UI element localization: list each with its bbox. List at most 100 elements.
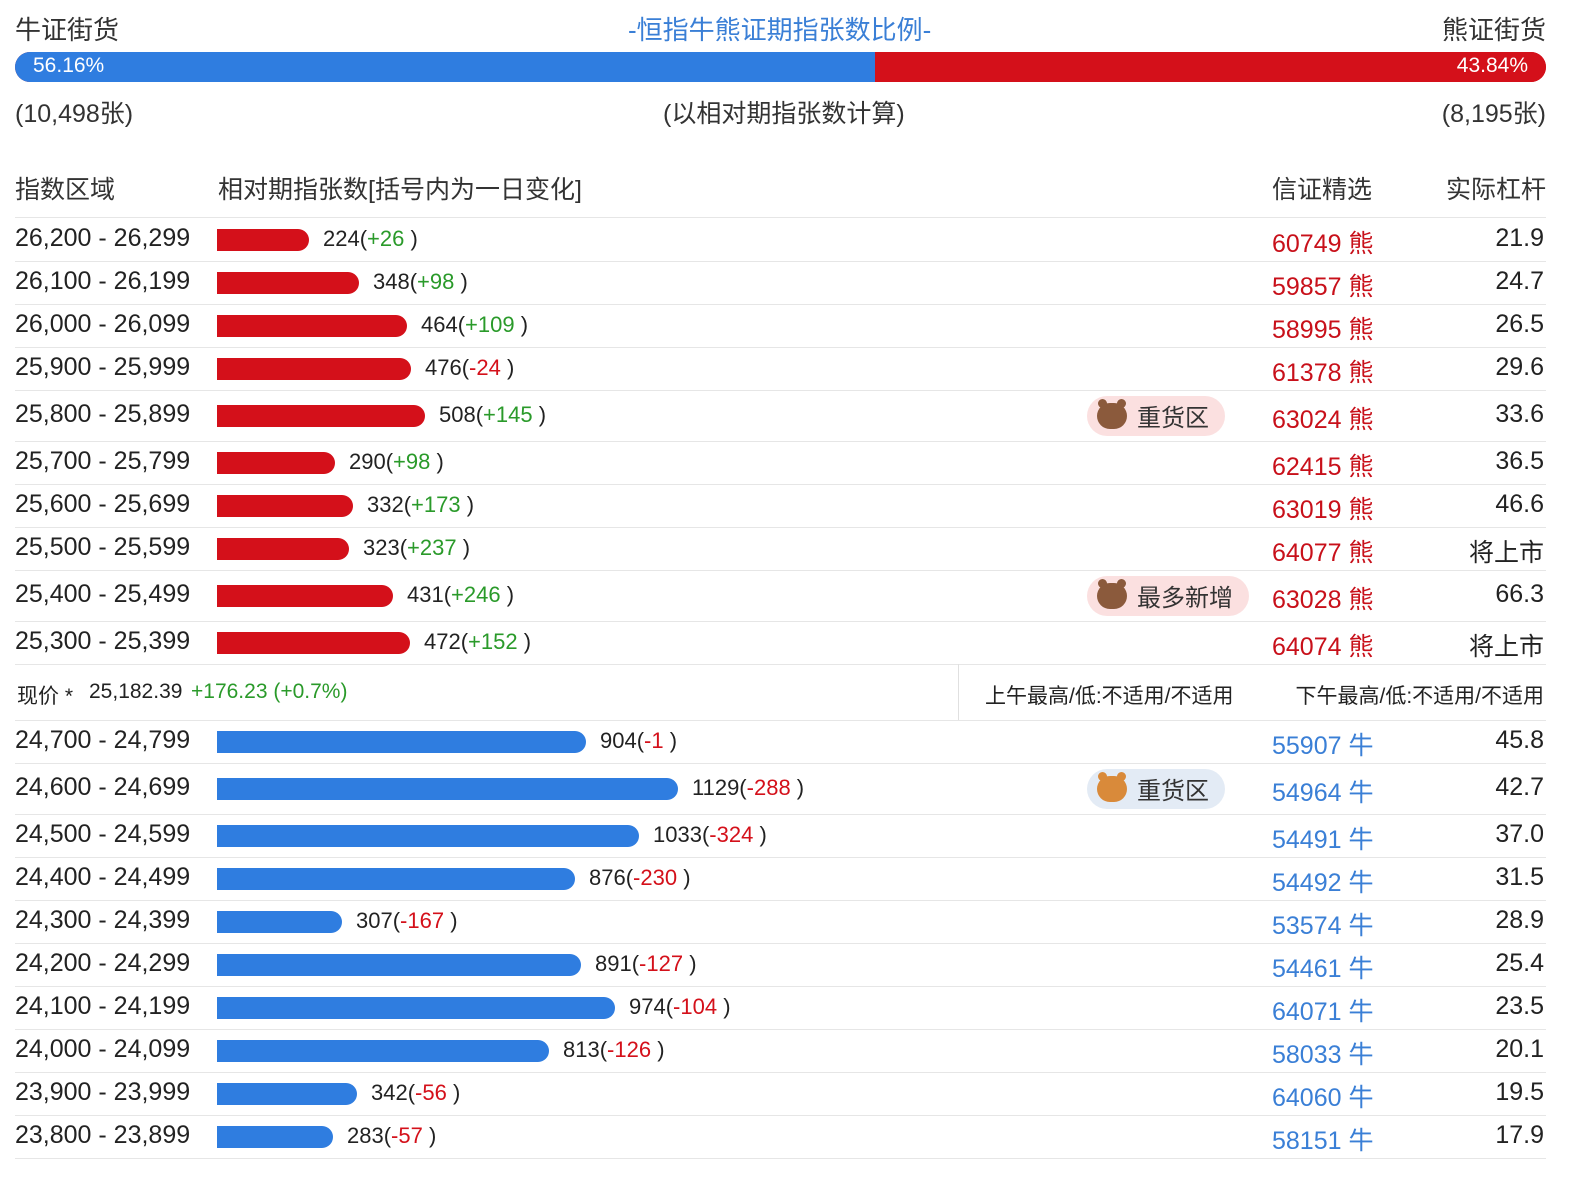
badge-label: 重货区 [1137, 405, 1209, 432]
count-text: 342(-56 ) [371, 1080, 460, 1106]
warrant-code-link[interactable]: 64074 熊 [1272, 632, 1374, 661]
table-row: 25,400 - 25,499 431(+246 ) 最多新增 63028 熊 66.3 [15, 570, 1546, 622]
range-label: 25,700 - 25,799 [15, 446, 191, 475]
table-row: 24,100 - 24,199 974(-104 ) 64071 牛 23.5 [15, 986, 1546, 1030]
count-value: 813( [563, 1036, 608, 1062]
close-paren: ) [663, 727, 678, 753]
table-row: 25,700 - 25,799 290(+98 ) 62415 熊 36.5 [15, 441, 1546, 485]
change-value: -126 [607, 1036, 652, 1062]
close-paren: ) [753, 821, 767, 847]
warrant-code-link[interactable]: 63028 熊 [1272, 585, 1374, 614]
leverage-value: 28.9 [1495, 905, 1544, 934]
leverage-value: 将上市 [1468, 538, 1544, 567]
warrant-code-link[interactable]: 64071 牛 [1272, 997, 1374, 1026]
leverage-value: 31.5 [1495, 862, 1544, 891]
leverage-value: 42.7 [1495, 772, 1544, 801]
bear-title: 熊证街货 [1441, 15, 1546, 45]
bull-count-bar [217, 824, 639, 847]
leverage-value: 17.9 [1495, 1120, 1544, 1149]
col-leverage: 实际杠杆 [1445, 176, 1546, 204]
count-text: 332(+173 ) [367, 492, 474, 518]
leverage-value: 37.0 [1495, 819, 1544, 848]
change-value: -104 [673, 993, 718, 1019]
warrant-code-link[interactable]: 63024 熊 [1272, 405, 1374, 434]
range-label: 23,900 - 23,999 [15, 1077, 191, 1106]
change-value: +109 [465, 311, 515, 337]
close-paren: ) [454, 268, 468, 294]
range-label: 26,200 - 26,299 [15, 223, 191, 252]
warrant-code-link[interactable]: 54964 牛 [1272, 778, 1374, 807]
bear-pct: 43.84% [1456, 54, 1528, 77]
close-paren: ) [430, 448, 444, 474]
change-value: -167 [400, 907, 445, 933]
warrant-code-link[interactable]: 64077 熊 [1272, 538, 1374, 567]
count-value: 464( [421, 311, 466, 337]
table-row: 24,700 - 24,799 904(-1 ) 55907 牛 45.8 [15, 720, 1546, 764]
range-label: 24,100 - 24,199 [15, 991, 191, 1020]
count-value: 307( [356, 907, 401, 933]
change-value: +145 [483, 401, 533, 427]
leverage-value: 45.8 [1495, 725, 1544, 754]
close-paren: ) [532, 401, 547, 427]
warrant-code-link[interactable]: 64060 牛 [1272, 1083, 1374, 1112]
hotspot-badge: 重货区 [1087, 395, 1225, 436]
leverage-value: 23.5 [1495, 991, 1544, 1020]
range-label: 25,600 - 25,699 [15, 489, 191, 518]
col-count: 相对期指张数[括号内为一日变化] [218, 170, 582, 206]
bear-count-bar [217, 404, 425, 427]
bear-icon [1097, 398, 1127, 429]
change-value: -288 [746, 774, 791, 800]
change-value: +152 [468, 628, 518, 654]
warrant-code-link[interactable]: 63019 熊 [1272, 495, 1374, 524]
range-label: 25,800 - 25,899 [15, 399, 191, 428]
count-text: 876(-230 ) [589, 865, 691, 891]
count-value: 891( [595, 950, 640, 976]
ratio-note: (以相对期指张数计算) [663, 100, 905, 128]
bull-count-bar [217, 1039, 549, 1062]
table-row: 24,000 - 24,099 813(-126 ) 58033 牛 20.1 [15, 1029, 1546, 1073]
change-value: +246 [451, 581, 501, 607]
warrant-code-link[interactable]: 54491 牛 [1272, 825, 1374, 854]
table-row: 24,300 - 24,399 307(-167 ) 53574 牛 28.9 [15, 900, 1546, 944]
leverage-value: 19.5 [1495, 1077, 1544, 1106]
warrant-code-link[interactable]: 62415 熊 [1272, 452, 1374, 481]
bear-count-bar [217, 314, 407, 337]
count-value: 224( [323, 225, 368, 251]
count-text: 431(+246 ) [407, 582, 514, 608]
change-value: +26 [367, 225, 405, 251]
change-value: -230 [633, 864, 678, 890]
count-value: 323( [363, 534, 408, 560]
close-paren: ) [677, 864, 691, 890]
close-paren: ) [444, 907, 458, 933]
table-row: 24,600 - 24,699 1129(-288 ) 重货区 54964 牛 42.7 [15, 763, 1546, 815]
table-row: 25,900 - 25,999 476(-24 ) 61378 熊 29.6 [15, 347, 1546, 391]
warrant-code-link[interactable]: 55907 牛 [1272, 731, 1374, 760]
warrant-code-link[interactable]: 58995 熊 [1272, 315, 1374, 344]
count-text: 283(-57 ) [347, 1123, 436, 1149]
range-label: 25,300 - 25,399 [15, 626, 191, 655]
range-label: 25,900 - 25,999 [15, 352, 191, 381]
warrant-code-link[interactable]: 58033 牛 [1272, 1040, 1374, 1069]
col-range: 指数区域 [15, 176, 116, 204]
count-text: 472(+152 ) [424, 629, 531, 655]
count-text: 508(+145 ) [439, 402, 546, 428]
change-value: +173 [411, 491, 461, 517]
warrant-code-link[interactable]: 59857 熊 [1272, 272, 1374, 301]
table-row: 24,500 - 24,599 1033(-324 ) 54491 牛 37.0 [15, 814, 1546, 858]
warrant-code-link[interactable]: 53574 牛 [1272, 911, 1374, 940]
warrant-code-link[interactable]: 58151 牛 [1272, 1126, 1374, 1155]
warrant-code-link[interactable]: 61378 熊 [1272, 358, 1374, 387]
bull-count-bar [217, 953, 581, 976]
warrant-code-link[interactable]: 54461 牛 [1272, 954, 1374, 983]
leverage-value: 20.1 [1495, 1034, 1544, 1063]
price-row: 现价 * 25,182.39 +176.23 (+0.7%) 上午最高/低:不适… [15, 664, 1546, 721]
warrant-code-link[interactable]: 54492 牛 [1272, 868, 1374, 897]
count-text: 290(+98 ) [349, 449, 444, 475]
close-paren: ) [790, 774, 805, 800]
warrant-code-link[interactable]: 60749 熊 [1272, 229, 1374, 258]
count-text: 464(+109 ) [421, 312, 528, 338]
bear-count-bar [217, 631, 410, 654]
close-paren: ) [446, 1079, 461, 1105]
hotspot-badge: 重货区 [1087, 768, 1225, 809]
bear-count-bar [217, 537, 349, 560]
